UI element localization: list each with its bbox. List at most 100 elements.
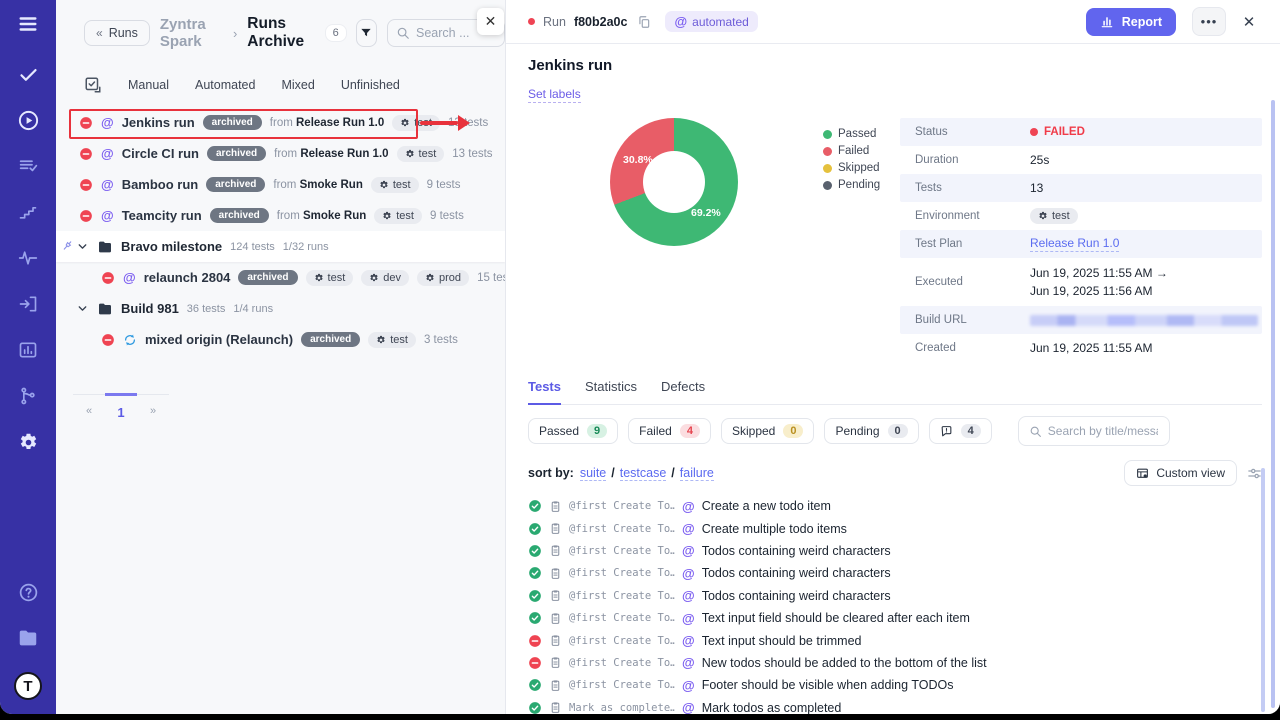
back-to-runs-button[interactable]: « Runs: [84, 20, 150, 46]
tab-unfinished[interactable]: Unfinished: [341, 78, 400, 92]
test-row[interactable]: @first Create To… @ Create multiple todo…: [528, 517, 1262, 539]
sort-by-suite-link[interactable]: suite: [580, 466, 606, 481]
tab-defects[interactable]: Defects: [661, 379, 705, 404]
custom-view-button[interactable]: Custom view: [1124, 460, 1237, 486]
detail-tabs: Tests Statistics Defects: [528, 379, 1262, 405]
settings-gear-icon[interactable]: [16, 430, 40, 454]
passed-percent-label: 69.2%: [691, 207, 721, 219]
automated-badge: @ automated: [665, 11, 757, 32]
run-name: relaunch 2804: [144, 270, 231, 285]
pagination: « 1 »: [73, 394, 169, 420]
filter-failed-button[interactable]: Failed4: [628, 418, 711, 444]
select-all-icon[interactable]: [84, 76, 102, 94]
run-row-jenkins[interactable]: @ Jenkins run archived from Release Run …: [56, 107, 505, 138]
copy-run-id-button[interactable]: [637, 15, 651, 29]
build-url-redacted[interactable]: [1030, 315, 1258, 326]
results-donut-chart-wrap: 30.8% 69.2%: [610, 118, 738, 246]
folder-icon: [97, 239, 113, 255]
test-row[interactable]: @first Create To… @ Text input field sho…: [528, 607, 1262, 629]
test-plans-icon[interactable]: [16, 154, 40, 178]
test-title[interactable]: Create a new todo item: [702, 499, 831, 513]
gear-icon: [382, 211, 392, 221]
run-row-circle-ci[interactable]: @ Circle CI run archived from Release Ru…: [56, 138, 505, 169]
runs-play-icon[interactable]: [16, 108, 40, 132]
gear-icon: [376, 335, 386, 345]
test-row[interactable]: @first Create To… @ Footer should be vis…: [528, 674, 1262, 696]
info-row-executed: Executed Jun 19, 2025 11:55 AM →Jun 19, …: [900, 258, 1262, 306]
branch-icon[interactable]: [16, 384, 40, 408]
table-gear-icon: [1136, 467, 1149, 480]
chevron-down-icon[interactable]: [76, 302, 89, 315]
panel-close-button[interactable]: ✕: [477, 8, 504, 35]
filter-passed-button[interactable]: Passed9: [528, 418, 618, 444]
panel-scrollbar[interactable]: [1271, 100, 1275, 708]
pagination-prev[interactable]: «: [73, 395, 105, 420]
test-title[interactable]: Todos containing weird characters: [702, 566, 891, 580]
sort-by-testcase-link[interactable]: testcase: [620, 466, 667, 481]
breadcrumb-project[interactable]: Zyntra Spark: [160, 16, 223, 50]
analytics-icon[interactable]: [16, 338, 40, 362]
run-tests-count: 3 tests: [424, 334, 458, 346]
sort-by-failure-link[interactable]: failure: [680, 466, 714, 481]
tab-tests[interactable]: Tests: [528, 379, 561, 405]
filter-comments-button[interactable]: 4: [929, 418, 992, 444]
run-row-mixed-origin[interactable]: mixed origin (Relaunch) archived test 3 …: [56, 324, 505, 355]
info-row-build-url: Build URL: [900, 306, 1262, 334]
pulse-icon[interactable]: [16, 246, 40, 270]
test-title[interactable]: New todos should be added to the bottom …: [702, 656, 987, 670]
help-icon[interactable]: [16, 580, 40, 604]
test-title[interactable]: Text input should be trimmed: [702, 634, 862, 648]
test-title[interactable]: Todos containing weird characters: [702, 589, 891, 603]
run-detail-body: Jenkins run Set labels 30.8% 69.2% Passe…: [506, 44, 1280, 714]
tab-automated[interactable]: Automated: [195, 78, 255, 92]
comment-icon: [940, 425, 953, 438]
test-row[interactable]: @first Create To… @ Create a new todo it…: [528, 495, 1262, 517]
tab-statistics[interactable]: Statistics: [585, 379, 637, 404]
test-title[interactable]: Footer should be visible when adding TOD…: [702, 678, 954, 692]
pagination-page-1[interactable]: 1: [105, 393, 137, 420]
folder-row-build-981[interactable]: Build 981 36 tests 1/4 runs: [56, 293, 505, 324]
set-labels-link[interactable]: Set labels: [528, 87, 581, 103]
failed-run-icon: [79, 116, 93, 130]
test-list-scrollbar[interactable]: [1261, 468, 1265, 712]
legend-item-pending: Pending: [823, 179, 880, 191]
test-search-input[interactable]: [1048, 424, 1158, 438]
test-title[interactable]: Mark todos as completed: [702, 701, 842, 714]
test-row[interactable]: Mark as complete… @ Mark todos as comple…: [528, 697, 1262, 714]
folder-runs-count: 1/32 runs: [283, 241, 329, 253]
milestones-icon[interactable]: [16, 200, 40, 224]
test-title[interactable]: Todos containing weird characters: [702, 544, 891, 558]
app-logo[interactable]: T: [14, 672, 42, 700]
test-plan-link[interactable]: Release Run 1.0: [1030, 236, 1119, 252]
test-row[interactable]: @first Create To… @ Todos containing wei…: [528, 540, 1262, 562]
view-settings-icon[interactable]: [1247, 466, 1262, 481]
tab-manual[interactable]: Manual: [128, 78, 169, 92]
filter-button[interactable]: [356, 19, 377, 47]
test-search-box[interactable]: [1018, 416, 1170, 446]
pagination-next[interactable]: »: [137, 395, 169, 420]
test-row[interactable]: @first Create To… @ Text input should be…: [528, 629, 1262, 651]
test-row[interactable]: @first Create To… @ Todos containing wei…: [528, 585, 1262, 607]
more-options-button[interactable]: •••: [1192, 7, 1226, 36]
run-row-bamboo[interactable]: @ Bamboo run archived from Smoke Run tes…: [56, 169, 505, 200]
menu-icon[interactable]: [16, 12, 40, 36]
run-row-teamcity[interactable]: @ Teamcity run archived from Smoke Run t…: [56, 200, 505, 231]
test-title[interactable]: Create multiple todo items: [702, 522, 847, 536]
close-detail-button[interactable]: ✕: [1234, 13, 1264, 31]
tab-mixed[interactable]: Mixed: [281, 78, 314, 92]
test-row[interactable]: @first Create To… @ Todos containing wei…: [528, 562, 1262, 584]
test-title[interactable]: Text input field should be cleared after…: [702, 611, 970, 625]
app-window: T « Runs Zyntra Spark › Runs Archive 6 ✕…: [0, 0, 1280, 714]
filter-skipped-button[interactable]: Skipped0: [721, 418, 815, 444]
archived-badge: archived: [301, 332, 360, 347]
projects-folder-icon[interactable]: [16, 626, 40, 650]
test-row[interactable]: @first Create To… @ New todos should be …: [528, 652, 1262, 674]
filter-pending-button[interactable]: Pending0: [824, 418, 918, 444]
breadcrumb-page: Runs Archive: [247, 15, 315, 51]
report-button[interactable]: Report: [1086, 8, 1176, 36]
chevron-down-icon[interactable]: [76, 240, 89, 253]
tests-check-icon[interactable]: [16, 62, 40, 86]
folder-row-bravo-milestone[interactable]: Bravo milestone 124 tests 1/32 runs: [56, 231, 505, 262]
import-icon[interactable]: [16, 292, 40, 316]
run-row-relaunch-2804[interactable]: @ relaunch 2804 archived test dev prod 1…: [56, 262, 505, 293]
